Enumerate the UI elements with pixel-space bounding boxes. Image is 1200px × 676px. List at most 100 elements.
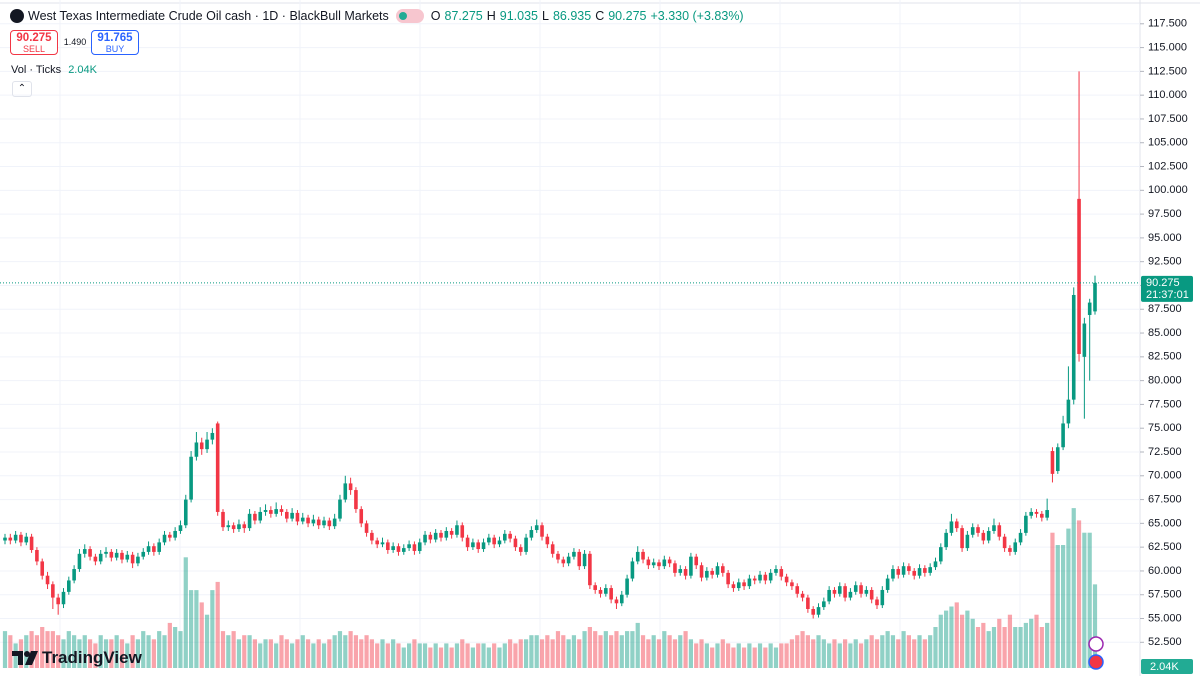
candle-body: [673, 563, 677, 573]
volume-bar: [279, 635, 284, 668]
candle-body: [768, 572, 773, 581]
candle-body: [136, 556, 140, 564]
volume-legend: Vol · Ticks 2.04K: [11, 64, 97, 76]
candle-body: [178, 525, 183, 531]
candle-body: [742, 582, 746, 587]
volume-bar: [290, 643, 295, 668]
logo: TradingView: [12, 648, 142, 668]
candle-body: [24, 536, 29, 543]
volume-bar: [87, 639, 93, 668]
candle-body: [635, 551, 640, 562]
sell-button[interactable]: 90.275 SELL: [10, 30, 58, 55]
candle-body: [343, 483, 348, 500]
calendar-icon[interactable]: [1088, 654, 1104, 670]
candle-body: [699, 565, 704, 578]
volume-bar: [1029, 618, 1034, 668]
candle-body: [864, 589, 869, 594]
volume-bar: [1013, 627, 1018, 668]
volume-bar: [991, 627, 997, 668]
y-tick-label: 92.500: [1148, 256, 1182, 268]
volume-bar: [77, 639, 82, 668]
volume-bar: [295, 639, 300, 668]
candle-body: [322, 520, 326, 526]
volume-bar: [917, 635, 922, 668]
volume-value: 2.04K: [68, 64, 97, 76]
y-tick-label: 105.000: [1148, 137, 1188, 149]
candle-body: [439, 532, 443, 538]
volume-bar: [508, 639, 513, 668]
y-tick-label: 112.500: [1148, 65, 1187, 77]
volume-bar: [231, 631, 236, 668]
volume-bar: [922, 639, 927, 668]
volume-bar: [311, 643, 316, 668]
candle-body: [13, 534, 18, 541]
candle-body: [710, 570, 714, 575]
candle-body: [471, 542, 475, 548]
candle-body: [784, 576, 789, 583]
symbol-header: West Texas Intermediate Crude Oil cash ·…: [10, 9, 744, 23]
volume-bar: [959, 614, 965, 668]
volume-bar: [672, 639, 678, 668]
volume-bar: [805, 635, 810, 668]
candle-body: [423, 534, 427, 543]
volume-bar: [476, 643, 481, 668]
candle-body: [534, 525, 539, 531]
candle-body: [157, 542, 161, 552]
volume-bar: [1071, 508, 1076, 668]
alert-icon[interactable]: [1088, 636, 1104, 652]
candle-body: [274, 509, 278, 514]
volume-bar: [731, 647, 736, 668]
sell-label: SELL: [22, 44, 46, 54]
buy-button[interactable]: 91.765 BUY: [91, 30, 139, 55]
volume-bar: [316, 639, 321, 668]
volume-bar: [135, 639, 141, 668]
collapse-button[interactable]: ⌃: [12, 81, 32, 97]
volume-bar: [827, 643, 832, 668]
candle-body: [98, 553, 103, 562]
candle-body: [19, 534, 23, 543]
volume-bar: [353, 635, 359, 668]
candle-body: [396, 546, 401, 552]
o-label: O: [430, 9, 441, 23]
candle-body: [556, 553, 560, 560]
volume-bar: [66, 631, 71, 668]
candle-body: [667, 559, 672, 564]
candle-body: [944, 532, 948, 548]
candle-body: [285, 511, 289, 519]
volume-bar: [1023, 622, 1028, 668]
candle-body: [428, 534, 433, 540]
volume-bar: [736, 643, 741, 668]
candle-body: [651, 562, 656, 566]
volume-bar: [869, 635, 874, 668]
market-status[interactable]: [395, 9, 424, 23]
volume-value-box: [1141, 659, 1193, 674]
volume-bar: [502, 643, 507, 668]
l-label: L: [542, 9, 549, 23]
volume-bar: [406, 643, 412, 668]
candle-body: [614, 599, 619, 604]
volume-bar: [539, 639, 545, 668]
candle-body: [67, 580, 71, 592]
volume-bar: [880, 635, 885, 668]
volume-bar: [928, 635, 933, 668]
candle-body: [35, 550, 39, 562]
candle-body: [253, 513, 257, 521]
volume-bar: [896, 639, 901, 668]
candle-body: [487, 537, 491, 543]
volume-bar: [614, 631, 619, 668]
volume-bar: [949, 606, 954, 668]
volume-bar: [454, 643, 460, 668]
volume-bar: [773, 647, 779, 668]
candle-body: [678, 569, 683, 573]
buy-price: 91.765: [97, 32, 133, 44]
candle-body: [832, 589, 837, 594]
candle-body: [8, 537, 13, 541]
candle-body: [152, 546, 156, 552]
volume-bar: [226, 635, 231, 668]
volume-bar: [401, 647, 406, 668]
candle-body: [391, 546, 395, 551]
volume-bar: [821, 639, 826, 668]
volume-bar: [550, 639, 555, 668]
candle-body: [380, 542, 385, 545]
